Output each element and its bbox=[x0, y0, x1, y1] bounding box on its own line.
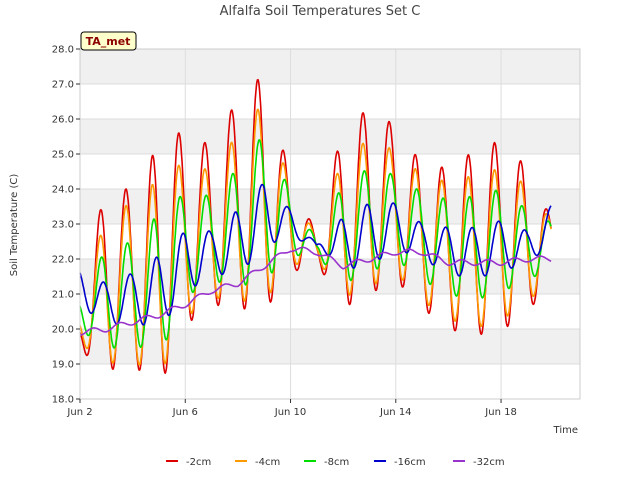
plot-band bbox=[80, 119, 580, 154]
series-line bbox=[79, 183, 552, 326]
legend-label: -32cm bbox=[473, 457, 505, 468]
y-tick-label: 27.0 bbox=[52, 80, 74, 91]
y-tick-label: 21.0 bbox=[52, 290, 74, 301]
y-axis-title: Soil Temperature (C) bbox=[9, 174, 20, 277]
y-tick-label: 26.0 bbox=[52, 115, 74, 126]
x-tick-label: Jun 18 bbox=[484, 407, 517, 418]
site-badge: TA_met bbox=[80, 31, 137, 51]
legend-label: -8cm bbox=[324, 457, 349, 468]
series-layer bbox=[79, 78, 552, 374]
x-tick-label: Jun 10 bbox=[274, 407, 307, 418]
site-badge-box bbox=[80, 31, 137, 51]
legend: -2cm -4cm -8cm -16cm -32cm bbox=[166, 457, 505, 468]
site-badge-label: TA_met bbox=[86, 35, 131, 48]
y-tick-label: 18.0 bbox=[52, 395, 74, 406]
y-tick-label: 28.0 bbox=[52, 45, 74, 56]
y-tick-label: 19.0 bbox=[52, 360, 74, 371]
legend-label: -2cm bbox=[186, 457, 211, 468]
plot-band bbox=[80, 49, 580, 84]
y-tick-label: 23.0 bbox=[52, 220, 74, 231]
x-tick-label: Jun 6 bbox=[172, 407, 198, 418]
legend-label: -4cm bbox=[255, 457, 280, 468]
y-tick-label: 20.0 bbox=[52, 325, 74, 336]
y-tick-label: 24.0 bbox=[52, 185, 74, 196]
chart-title: Alfalfa Soil Temperatures Set C bbox=[220, 4, 421, 19]
x-tick-label: Jun 2 bbox=[66, 407, 92, 418]
y-tick-label: 22.0 bbox=[52, 255, 74, 266]
series-line bbox=[79, 246, 552, 337]
legend-label: -16cm bbox=[394, 457, 426, 468]
x-axis-ticks: Jun 2 Jun 6 Jun 10 Jun 14 Jun 18 bbox=[66, 399, 517, 418]
y-axis-ticks: 18.0 19.0 20.0 21.0 22.0 23.0 24.0 25.0 26.0 27.0… bbox=[52, 45, 80, 406]
plot-band bbox=[80, 189, 580, 224]
y-tick-label: 25.0 bbox=[52, 150, 74, 161]
x-axis-title: Time bbox=[553, 425, 578, 436]
plot-band bbox=[80, 329, 580, 364]
x-tick-label: Jun 14 bbox=[379, 407, 412, 418]
